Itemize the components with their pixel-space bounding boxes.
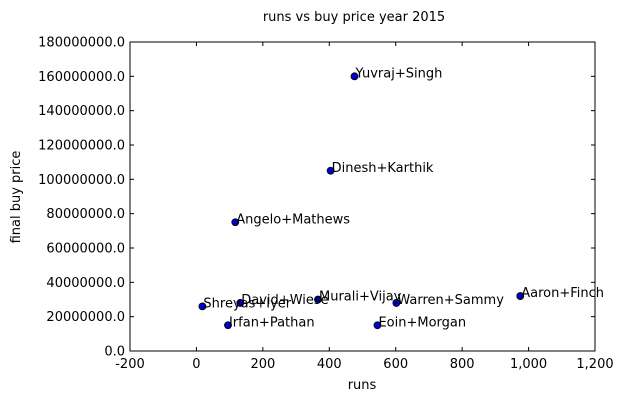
data-point-labels: Yuvraj+Singh Dinesh+Karthik Angelo+Mathews… (203, 66, 604, 330)
data-point (231, 218, 240, 227)
data-point-label: Warren+Sammy (397, 293, 504, 308)
x-tick-label: 800 (450, 357, 475, 372)
y-tick-label: 100000000.0 (38, 173, 125, 188)
data-point (326, 166, 335, 175)
x-tick-label: 1,200 (576, 357, 613, 372)
x-tick-label: -200 (115, 357, 145, 372)
y-tick-label: 160000000.0 (38, 70, 125, 85)
data-point-label: Yuvraj+Singh (355, 66, 443, 81)
data-point-label: Murali+Vijay (319, 290, 402, 305)
data-point (224, 321, 232, 330)
y-tick-label: 20000000.0 (46, 310, 125, 325)
y-tick-label: 0.0 (104, 345, 125, 360)
x-tick-label: 1,000 (510, 357, 547, 372)
data-point (350, 72, 359, 81)
y-tick-label: 140000000.0 (38, 104, 125, 119)
data-point-label: Irfan+Pathan (229, 315, 315, 330)
data-point-label: Angelo+Mathews (236, 212, 350, 227)
y-axis-label: final buy price (9, 151, 24, 244)
data-point (314, 295, 322, 304)
plot-frame (129, 41, 596, 352)
y-tick-label: 80000000.0 (46, 207, 125, 222)
x-axis-ticks: -200 0 200 400 600 800 1,000 1,200 (115, 42, 614, 372)
plot-area: 0.0 20000000.0 40000000.0 60000000.0 8000000… (38, 36, 613, 373)
data-point (392, 299, 401, 307)
x-axis-label: runs (348, 378, 377, 393)
data-point (373, 321, 382, 330)
chart-title: runs vs buy price year 2015 (263, 10, 445, 25)
y-axis-ticks: 0.0 20000000.0 40000000.0 60000000.0 8000000… (38, 36, 595, 360)
x-tick-label: 400 (317, 357, 342, 372)
y-tick-label: 120000000.0 (38, 139, 125, 154)
data-point-label: David+Wiese (241, 293, 328, 308)
x-tick-label: 600 (383, 357, 408, 372)
x-tick-label: 200 (250, 357, 275, 372)
data-point (236, 299, 245, 307)
y-tick-label: 60000000.0 (46, 242, 125, 257)
data-point (198, 302, 207, 311)
data-point-label: Shreyas+Iyer (203, 296, 291, 311)
data-point-label: Dinesh+Karthik (332, 161, 434, 176)
data-point (516, 292, 525, 300)
y-tick-label: 40000000.0 (46, 276, 125, 291)
data-point-label: Eoin+Morgan (378, 315, 466, 330)
data-point-label: Aaron+Finch (521, 286, 604, 301)
data-points (198, 72, 525, 330)
y-tick-label: 180000000.0 (38, 36, 125, 51)
x-tick-label: 0 (192, 357, 200, 372)
